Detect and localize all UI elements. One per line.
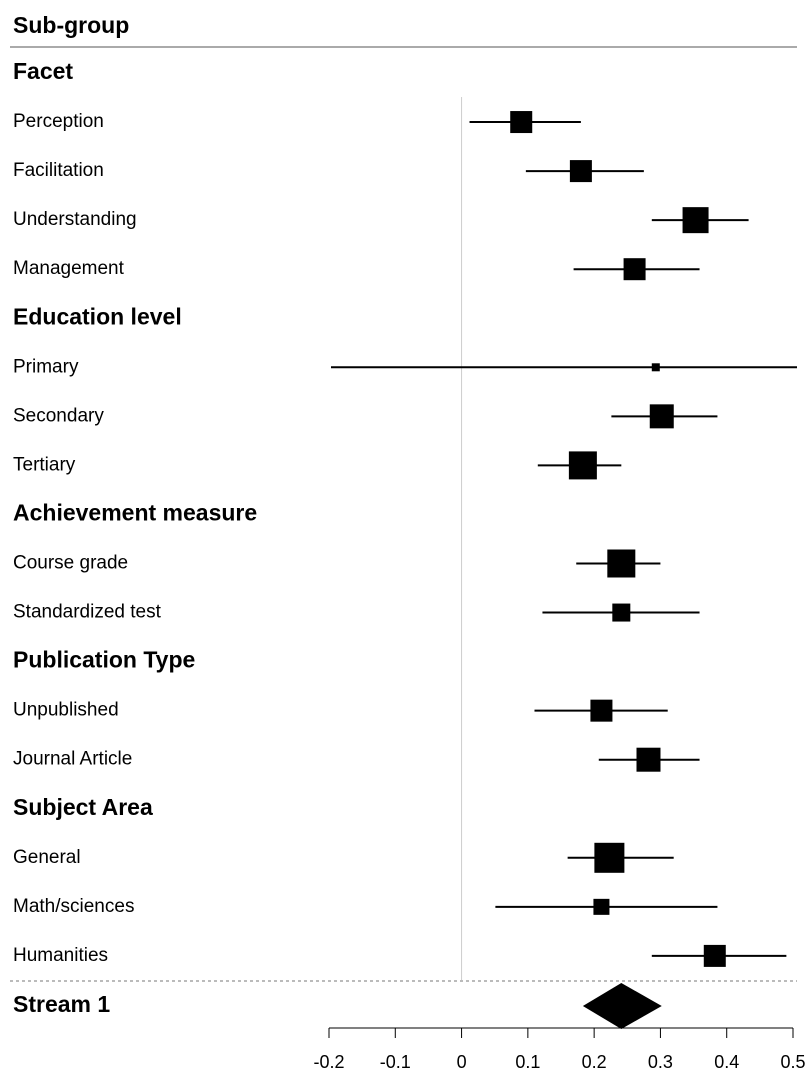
point-estimate — [569, 160, 592, 183]
row-label: Humanities — [13, 945, 108, 966]
point-estimate — [612, 603, 631, 622]
point-estimate — [568, 451, 597, 480]
group-label: Publication Type — [13, 647, 195, 673]
point-estimate — [593, 898, 610, 915]
x-tick-label: -0.1 — [380, 1052, 411, 1072]
row-label: General — [13, 847, 81, 868]
point-estimate — [651, 363, 660, 372]
point-estimate — [703, 944, 726, 967]
summary-diamond — [582, 983, 662, 1029]
row-label: Tertiary — [13, 454, 76, 475]
point-estimate — [607, 549, 636, 578]
row-label: Math/sciences — [13, 896, 134, 917]
row-label: Standardized test — [13, 602, 162, 623]
row-label: Primary — [13, 356, 79, 377]
x-tick-label: 0.1 — [515, 1052, 540, 1072]
point-estimate — [649, 404, 674, 429]
x-tick-label: 0.2 — [582, 1052, 607, 1072]
row-label: Secondary — [13, 405, 104, 426]
x-tick-label: 0 — [457, 1052, 467, 1072]
point-estimate — [623, 258, 646, 281]
x-tick-label: 0.3 — [648, 1052, 673, 1072]
group-label: Education level — [13, 303, 182, 329]
point-estimate — [682, 207, 709, 234]
group-label: Facet — [13, 58, 73, 84]
x-tick-label: -0.2 — [313, 1052, 344, 1072]
x-tick-label: 0.5 — [780, 1052, 805, 1072]
row-label: Course grade — [13, 553, 128, 574]
header: Sub-group — [13, 12, 129, 38]
point-estimate — [590, 699, 613, 722]
group-label: Subject Area — [13, 794, 153, 820]
point-estimate — [594, 842, 625, 873]
summary-label: Stream 1 — [13, 991, 110, 1017]
x-tick-label: 0.4 — [714, 1052, 739, 1072]
row-label: Management — [13, 258, 125, 279]
row-label: Facilitation — [13, 160, 104, 181]
row-label: Perception — [13, 111, 104, 132]
group-label: Achievement measure — [13, 500, 257, 526]
point-estimate — [510, 111, 533, 134]
row-label: Understanding — [13, 209, 137, 230]
point-estimate — [636, 747, 661, 772]
row-label: Unpublished — [13, 700, 119, 721]
row-label: Journal Article — [13, 749, 132, 770]
